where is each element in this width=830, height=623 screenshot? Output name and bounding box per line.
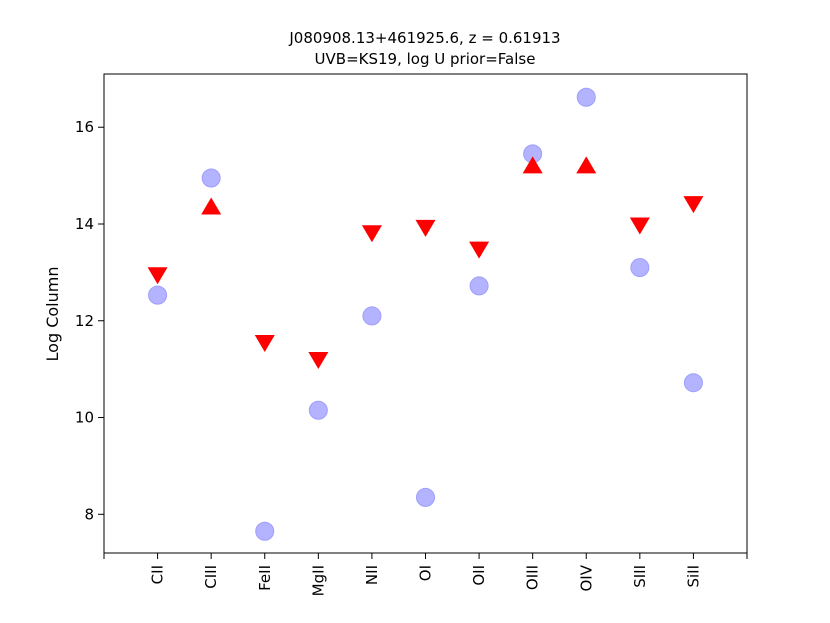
y-axis: 8 10 12 14 16 [75,118,104,523]
data-point-circle [362,306,382,326]
data-point-upper-limit [147,267,168,285]
data-point-circle [148,285,168,305]
data-marks [147,87,704,541]
data-point-lower-limit [576,156,597,174]
x-tick-label: CIII [202,565,220,589]
data-point-circle [630,258,650,278]
data-point-circle [416,487,435,507]
data-point-circle [576,87,596,107]
data-point-lower-limit [201,197,222,215]
data-point-upper-limit [683,196,704,214]
chart-title-line-1: J080908.13+461925.6, z = 0.61913 [288,29,560,47]
x-tick-label: OIV [577,564,595,591]
y-tick-label: 12 [75,312,94,330]
y-tick-label: 14 [75,215,94,233]
data-point-circle [683,373,703,393]
x-tick-label: SiII [684,565,702,588]
data-point-upper-limit [361,225,382,243]
x-tick-label: SIII [631,565,649,588]
y-tick-label: 10 [75,409,94,427]
data-point-circle [308,400,328,420]
x-axis: CII CIII FeII MgII NII OI OII OIII OIV SIII SiII [103,553,748,596]
data-point-upper-limit [469,241,490,259]
x-tick-label: NII [363,565,381,585]
chart-title: J080908.13+461925.6, z = 0.61913 UVB=KS1… [288,29,560,68]
data-point-circle [469,276,489,296]
data-point-upper-limit [415,219,436,237]
y-axis-label: Log Column [43,267,62,362]
plot-area-frame [103,73,748,554]
y-tick-label: 16 [75,118,94,136]
x-tick-label: FeII [256,565,274,591]
chart-title-line-2: UVB=KS19, log U prior=False [315,50,536,68]
x-tick-label: MgII [309,565,327,596]
data-point-upper-limit [629,217,650,235]
x-tick-label: OIII [524,565,542,590]
data-point-upper-limit [308,351,329,369]
y-tick-label: 8 [84,505,94,523]
x-tick-label: CII [149,565,167,584]
x-tick-label: OI [417,565,435,581]
data-point-lower-limit [522,156,543,174]
data-point-circle [255,521,275,541]
data-point-upper-limit [254,335,275,353]
x-tick-label: OII [470,565,488,586]
data-point-circle [201,168,221,188]
